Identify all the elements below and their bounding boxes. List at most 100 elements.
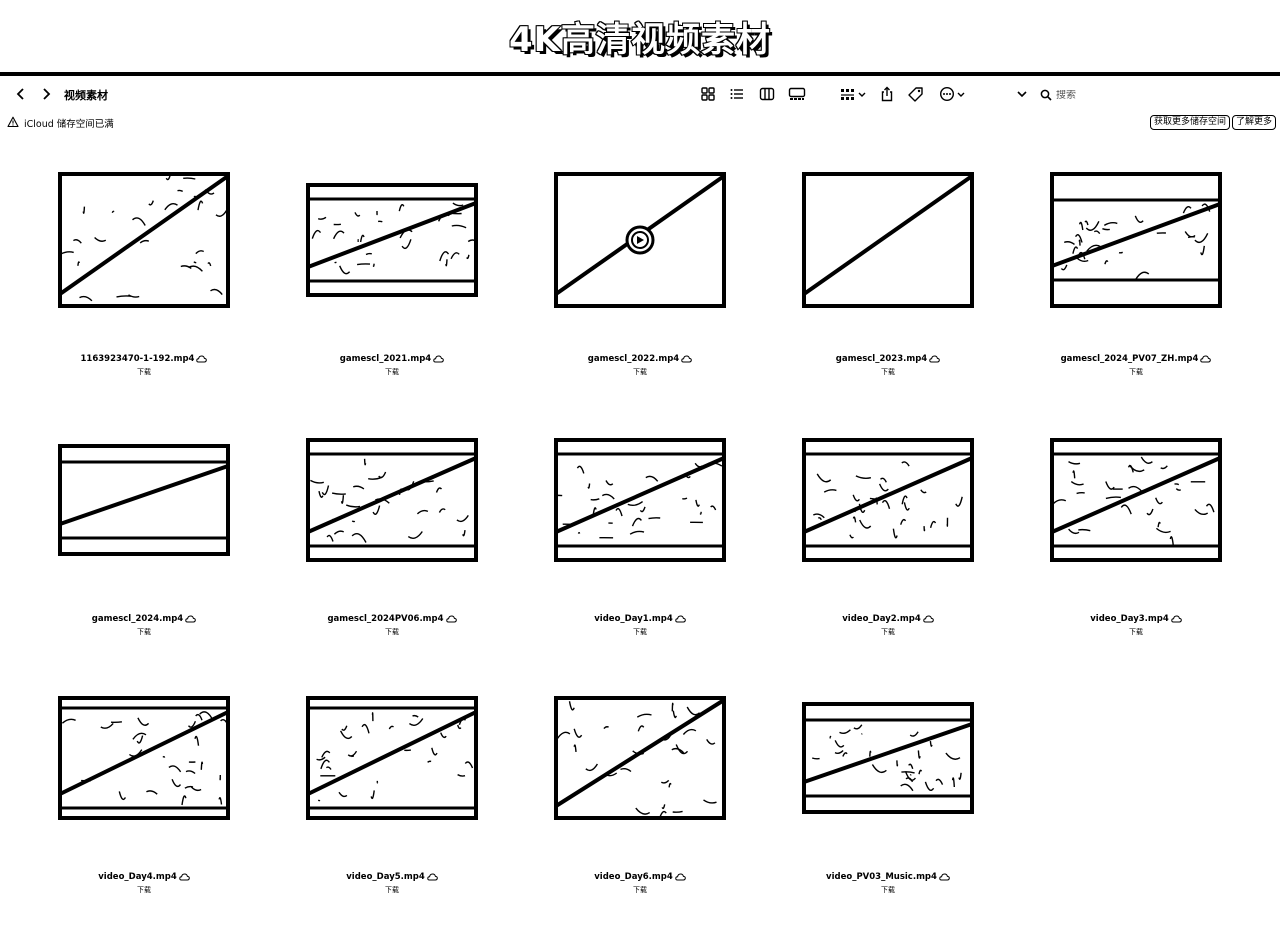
file-name-text: video_Day1.mp4 (594, 614, 673, 624)
file-status: 下载 (1129, 628, 1143, 636)
file-status: 下载 (881, 886, 895, 894)
file-status: 下载 (633, 368, 647, 376)
file-item[interactable]: video_Day6.mp4 下载 (540, 668, 740, 908)
file-name-text: video_PV03_Music.mp4 (826, 872, 937, 882)
chevron-down-icon (1017, 91, 1027, 98)
tag-button[interactable] (907, 85, 925, 103)
file-item[interactable]: video_Day5.mp4 下载 (292, 668, 492, 908)
group-button[interactable] (840, 85, 868, 103)
file-item[interactable]: 1163923470-1-192.mp4 下载 (44, 150, 244, 390)
search-field[interactable] (1040, 86, 1150, 104)
chevron-left-icon (16, 88, 24, 100)
file-name: video_Day1.mp4 (540, 614, 740, 624)
file-item[interactable]: video_PV03_Music.mp4 下载 (788, 668, 988, 908)
file-status: 下载 (881, 628, 895, 636)
banner-title: 4K高清视频素材 (508, 19, 771, 61)
finder-toolbar: 视频素材 (0, 80, 1280, 110)
cloud-icon (681, 354, 693, 362)
cloud-icon (178, 872, 190, 880)
file-name: 1163923470-1-192.mp4 (44, 354, 244, 364)
cloud-icon (674, 614, 686, 622)
file-item[interactable]: video_Day4.mp4 下载 (44, 668, 244, 908)
cloud-icon (426, 872, 438, 880)
file-name-text: gamescl_2021.mp4 (339, 354, 432, 364)
warning-icon (7, 116, 19, 128)
file-name-text: 1163923470-1-192.mp4 (80, 354, 195, 364)
video-thumbnail (554, 172, 726, 308)
video-thumbnail (1050, 438, 1222, 562)
group-icon (841, 89, 866, 100)
list-view-icon (730, 89, 743, 99)
file-status: 下载 (137, 628, 151, 636)
file-item[interactable]: video_Day1.mp4 下载 (540, 410, 740, 650)
gallery-view-button[interactable] (788, 85, 806, 103)
back-button[interactable] (12, 85, 30, 103)
file-item[interactable]: video_Day2.mp4 下载 (788, 410, 988, 650)
file-item[interactable]: video_Day3.mp4 下载 (1036, 410, 1236, 650)
file-name: video_PV03_Music.mp4 (788, 872, 988, 882)
tag-icon (908, 87, 923, 102)
more-actions-button[interactable] (939, 85, 967, 103)
file-item[interactable]: gamescl_2023.mp4 下载 (788, 150, 988, 390)
file-status: 下载 (1129, 368, 1143, 376)
forward-button[interactable] (37, 85, 55, 103)
chevron-right-icon (43, 88, 51, 100)
file-name-text: video_Day3.mp4 (1090, 614, 1169, 624)
file-thumbnail-frame (44, 150, 244, 330)
file-item[interactable]: gamescl_2024PV06.mp4 下载 (292, 410, 492, 650)
video-thumbnail (554, 696, 726, 820)
cloud-icon (929, 354, 941, 362)
video-thumbnail (58, 444, 230, 556)
list-view-button[interactable] (729, 85, 745, 103)
file-thumbnail-frame (540, 410, 740, 590)
column-view-button[interactable] (759, 85, 775, 103)
file-thumbnail-frame (788, 410, 988, 590)
file-status: 下载 (881, 368, 895, 376)
file-name: video_Day5.mp4 (292, 872, 492, 882)
file-thumbnail-frame (540, 150, 740, 330)
search-input[interactable] (1056, 89, 1136, 101)
file-item[interactable]: gamescl_2024.mp4 下载 (44, 410, 244, 650)
file-item[interactable]: gamescl_2021.mp4 下载 (292, 150, 492, 390)
gallery-view-icon (788, 87, 806, 100)
share-icon (881, 86, 893, 102)
video-thumbnail (1050, 172, 1222, 308)
search-icon (1040, 89, 1052, 101)
toolbar-overflow-button[interactable] (1015, 85, 1029, 103)
file-name: gamescl_2021.mp4 (292, 354, 492, 364)
file-name-text: gamescl_2024_PV07_ZH.mp4 (1060, 354, 1199, 364)
file-thumbnail-frame (540, 668, 740, 848)
file-thumbnail-frame (44, 668, 244, 848)
video-thumbnail (58, 172, 230, 308)
file-name-text: gamescl_2024.mp4 (91, 614, 184, 624)
get-more-storage-button[interactable]: 获取更多储存空间 (1150, 115, 1231, 130)
cloud-icon (922, 614, 934, 622)
banner-divider (0, 72, 1280, 76)
file-name-text: video_Day5.mp4 (346, 872, 425, 882)
cloud-icon (939, 872, 950, 880)
cloud-icon (1200, 354, 1212, 362)
file-status: 下载 (137, 886, 151, 894)
file-name-text: gamescl_2024PV06.mp4 (327, 614, 444, 624)
learn-more-button[interactable]: 了解更多 (1232, 115, 1277, 130)
file-status: 下载 (633, 628, 647, 636)
file-thumbnail-frame (1036, 150, 1236, 330)
file-thumbnail-frame (1036, 410, 1236, 590)
icloud-notice-bar: iCloud 储存空间已满 获取更多储存空间 了解更多 (0, 114, 1280, 132)
file-status: 下载 (385, 886, 399, 894)
video-thumbnail (306, 438, 478, 562)
icon-view-button[interactable] (700, 85, 716, 103)
share-button[interactable] (880, 85, 894, 103)
more-icon (939, 86, 965, 102)
file-name-text: gamescl_2023.mp4 (835, 354, 928, 364)
file-name: gamescl_2023.mp4 (788, 354, 988, 364)
video-thumbnail (802, 438, 974, 562)
file-item[interactable]: gamescl_2022.mp4 下载 (540, 150, 740, 390)
column-view-icon (759, 87, 775, 101)
file-name: gamescl_2024_PV07_ZH.mp4 (1036, 354, 1236, 364)
file-name: video_Day6.mp4 (540, 872, 740, 882)
file-thumbnail-frame (292, 410, 492, 590)
file-name-text: video_Day6.mp4 (594, 872, 673, 882)
file-name-text: gamescl_2022.mp4 (587, 354, 680, 364)
file-item[interactable]: gamescl_2024_PV07_ZH.mp4 下载 (1036, 150, 1236, 390)
